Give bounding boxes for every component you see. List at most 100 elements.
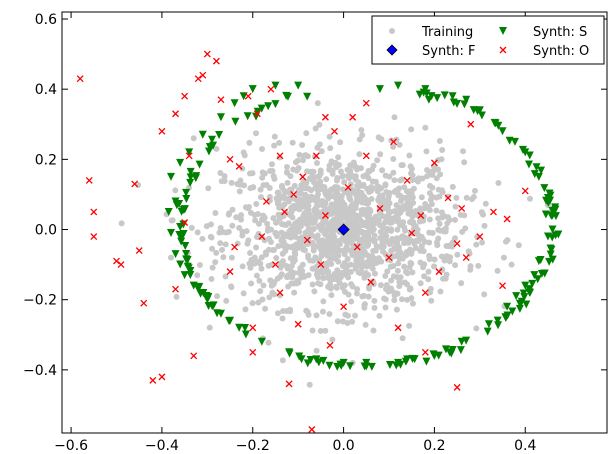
training-point <box>396 255 403 262</box>
y-tick-label: 0.6 <box>35 12 57 28</box>
training-point <box>481 291 488 298</box>
synth-o-point <box>362 99 370 107</box>
training-point <box>322 327 329 334</box>
training-point <box>247 249 254 256</box>
training-point <box>319 308 326 315</box>
training-point <box>313 243 320 250</box>
synth-s-point <box>241 324 250 333</box>
synth-s-point <box>285 348 294 357</box>
synth-o-point <box>321 113 329 121</box>
training-point <box>301 273 308 280</box>
training-point <box>219 246 226 253</box>
training-point <box>408 170 415 177</box>
training-point <box>173 293 180 300</box>
training-point <box>342 271 349 278</box>
training-point <box>386 241 393 248</box>
synth-s-point <box>494 321 503 330</box>
training-point <box>327 281 334 288</box>
training-point <box>246 139 253 146</box>
training-point <box>311 213 318 220</box>
synth-o-point <box>294 320 302 328</box>
training-point <box>240 290 247 297</box>
x-tick-label: 0.0 <box>332 438 354 454</box>
synth-s-point <box>530 271 539 280</box>
training-point <box>444 220 451 227</box>
training-point <box>437 171 444 178</box>
synth-s-point <box>448 92 457 101</box>
training-point <box>300 152 307 159</box>
training-point <box>445 193 452 200</box>
synth-s-point <box>185 148 194 157</box>
synth-s-point <box>252 112 261 121</box>
training-point <box>409 300 416 307</box>
training-point <box>311 179 318 186</box>
training-point <box>409 269 416 276</box>
synth-o-point <box>453 240 461 248</box>
synth-s-point <box>547 245 556 254</box>
training-point <box>266 294 273 301</box>
synth-s-point <box>375 85 384 94</box>
training-point <box>427 196 434 203</box>
training-point <box>382 296 389 303</box>
training-point <box>336 237 343 244</box>
training-point <box>257 194 264 201</box>
legend-marker <box>389 28 395 34</box>
synth-s-point <box>515 304 524 313</box>
training-point <box>371 304 378 311</box>
training-point <box>407 259 414 266</box>
training-point <box>118 220 125 227</box>
synth-s-point <box>294 81 303 90</box>
training-point <box>283 274 290 281</box>
training-point <box>458 280 465 287</box>
training-point <box>264 220 271 227</box>
training-point <box>289 214 296 221</box>
synth-o-point <box>458 205 466 212</box>
synth-s-point <box>440 91 449 100</box>
training-point <box>428 297 435 304</box>
training-point <box>378 258 385 265</box>
training-point <box>463 194 470 201</box>
training-point <box>351 211 358 218</box>
synth-o-point <box>90 208 98 216</box>
synth-o-point <box>403 176 411 184</box>
synth-s-point <box>521 281 530 290</box>
training-point <box>353 197 360 204</box>
training-point <box>410 226 417 233</box>
synth-s-point <box>248 85 257 94</box>
training-point <box>290 269 297 276</box>
synth-s-point <box>498 127 507 136</box>
synth-o-point <box>376 205 384 212</box>
training-point <box>449 183 456 190</box>
training-point <box>304 153 311 160</box>
training-point <box>526 195 533 202</box>
training-point <box>412 244 419 251</box>
training-point <box>275 189 282 196</box>
training-point <box>245 237 252 244</box>
synth-s-point <box>532 163 541 172</box>
training-point <box>390 155 397 162</box>
training-point <box>206 324 213 331</box>
synth-o-point <box>258 233 266 240</box>
training-point <box>359 246 366 253</box>
training-point <box>309 281 316 288</box>
training-point <box>371 220 378 227</box>
training-point <box>431 263 438 270</box>
training-point <box>273 219 280 226</box>
training-point <box>221 173 228 180</box>
synth-s-point <box>522 300 531 309</box>
synth-s-point <box>548 255 557 264</box>
x-tick-label: −0.6 <box>54 438 88 454</box>
synth-s-point <box>177 237 186 246</box>
training-point <box>323 219 330 226</box>
synth-s-point <box>176 158 185 167</box>
training-point <box>275 243 282 250</box>
synth-s-point <box>427 92 436 101</box>
training-point <box>402 227 409 234</box>
training-point <box>371 232 378 239</box>
synth-s-point <box>445 348 454 357</box>
training-point <box>291 231 298 238</box>
synth-o-point <box>85 176 93 184</box>
training-point <box>344 312 351 319</box>
training-point <box>194 229 201 236</box>
training-point <box>283 164 290 171</box>
